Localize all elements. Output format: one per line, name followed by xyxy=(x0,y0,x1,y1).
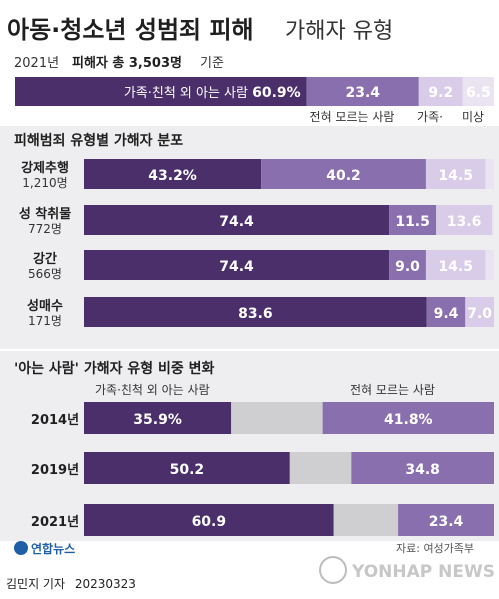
subtitle-prefix: 2021년 xyxy=(14,56,59,71)
top-bar-segment xyxy=(15,77,307,106)
trend-value-acquaintance: 50.2 xyxy=(170,462,205,478)
crime-row-count: 171명 xyxy=(28,314,62,328)
crime-row-label: 강간 xyxy=(33,251,57,267)
subtitle-suffix: 기준 xyxy=(200,56,224,71)
crime-bar-segment xyxy=(261,159,426,189)
crime-bar-segment xyxy=(389,250,426,280)
credit-author: 김민지 기자 xyxy=(6,577,66,591)
crime-bar-segment xyxy=(485,250,494,280)
top-bar-segment xyxy=(418,77,463,106)
watermark-globe-icon xyxy=(319,556,347,584)
top-bar-segment xyxy=(462,77,494,106)
crime-bar-segment xyxy=(485,159,494,189)
crime-bar-segment xyxy=(389,205,437,235)
top-bar-value-label: 9.2 xyxy=(428,85,453,101)
crime-row-count: 1,210명 xyxy=(22,176,67,190)
crime-bar-value-label: 9.0 xyxy=(395,259,420,275)
crime-bar-segment xyxy=(426,297,466,327)
crime-bar-segment xyxy=(84,250,390,280)
trend-row-label: 2021년 xyxy=(31,515,79,530)
trend-value-stranger: 34.8 xyxy=(405,462,440,478)
trend-bar-acquaintance xyxy=(84,504,334,536)
top-bar-value-label: 6.5 xyxy=(466,85,491,101)
crime-bar-segment xyxy=(84,297,427,327)
crime-bar-segment xyxy=(436,205,492,235)
top-bar-value-label: 23.4 xyxy=(345,85,380,101)
crime-bar-segment xyxy=(425,250,486,280)
logo-left-text: 연합뉴스 xyxy=(31,541,75,556)
crime-bar-value-label: 14.5 xyxy=(438,259,473,275)
crime-row-count: 566명 xyxy=(28,267,62,281)
trend-legend-stranger: 전혀 모르는 사람 xyxy=(350,383,435,397)
crime-bar-segment xyxy=(491,205,494,235)
trend-value-acquaintance: 60.9 xyxy=(192,514,227,530)
top-stacked-bar: 가족·친척 외 아는 사람 60.9% 23.4 9.2 6.5 전혀 모르는 사람 가족… xyxy=(15,77,494,139)
trend-row-label: 2019년 xyxy=(31,463,79,478)
title-bold: 아동·청소년 성범죄 피해 xyxy=(7,16,254,44)
crime-bar-value-label: 83.6 xyxy=(238,306,273,322)
trend-bar-acquaintance xyxy=(84,452,290,484)
top-bar-value-label: 가족·친척 외 아는 사람 60.9% xyxy=(124,85,301,101)
crime-bar-value-label: 13.6 xyxy=(447,214,482,230)
crime-bar-segment xyxy=(465,297,494,327)
trend-rows: 2014년 35.9% 41.8% 2019년 50.2 34.8 2021년 60.9 23.… xyxy=(31,402,494,536)
trend-bar-other xyxy=(231,402,323,434)
trend-bar-acquaintance xyxy=(84,402,232,434)
trend-bar-stranger xyxy=(351,452,494,484)
crime-bar-segment xyxy=(425,159,486,189)
trend-bar-other xyxy=(289,452,352,484)
crime-bar-segment xyxy=(84,159,262,189)
yonhap-globe-icon xyxy=(14,541,28,555)
crime-row-label: 강제추행 xyxy=(21,160,69,176)
credit-date: 20230323 xyxy=(74,577,136,591)
crime-bar-value-label: 9.4 xyxy=(434,306,459,322)
trend-bar-stranger xyxy=(398,504,494,536)
title-light: 가해자 유형 xyxy=(285,19,393,44)
trend-legend-acquaintance: 가족·친척 외 아는 사람 xyxy=(95,383,210,397)
top-legend-label: 미상 xyxy=(462,110,484,124)
top-legend-label: 전혀 모르는 사람 xyxy=(310,110,395,124)
top-bar-segment xyxy=(306,77,419,106)
crime-bar-value-label: 43.2% xyxy=(148,168,197,184)
crime-bar-value-label: 7.0 xyxy=(467,306,492,322)
top-legend-label: 가족· xyxy=(417,110,443,124)
crime-row-label: 성매수 xyxy=(27,299,63,314)
yonhap-watermark: YONHAP NEWS xyxy=(319,556,495,584)
trend-section-title: '아는 사람' 가해자 유형 비중 변화 xyxy=(14,360,215,377)
trend-value-acquaintance: 35.9% xyxy=(133,412,182,428)
crime-bar-value-label: 74.4 xyxy=(219,259,254,275)
crime-section-title: 피해범죄 유형별 가해자 분포 xyxy=(14,132,183,149)
subtitle-bold: 피해자 총 3,503명 xyxy=(72,55,182,71)
crime-row-count: 772명 xyxy=(28,222,62,236)
crime-row-label: 성 착취물 xyxy=(19,206,71,222)
trend-bar-other xyxy=(333,504,399,536)
crime-bar-segment xyxy=(84,205,390,235)
watermark-text: YONHAP NEWS xyxy=(351,562,495,582)
trend-bar-stranger xyxy=(322,402,494,434)
crime-bar-value-label: 40.2 xyxy=(326,168,361,184)
trend-row-label: 2014년 xyxy=(31,413,79,428)
credit-line: 김민지 기자 20230323 xyxy=(6,575,142,592)
crime-bar-value-label: 11.5 xyxy=(395,214,430,230)
yonhap-logo-left: 연합뉴스 xyxy=(14,541,75,556)
crime-bar-value-label: 74.4 xyxy=(219,214,254,230)
crime-bar-value-label: 14.5 xyxy=(438,168,473,184)
source-text: 자료: 여성가족부 xyxy=(396,542,474,555)
trend-value-stranger: 41.8% xyxy=(384,412,433,428)
trend-value-stranger: 23.4 xyxy=(429,514,464,530)
